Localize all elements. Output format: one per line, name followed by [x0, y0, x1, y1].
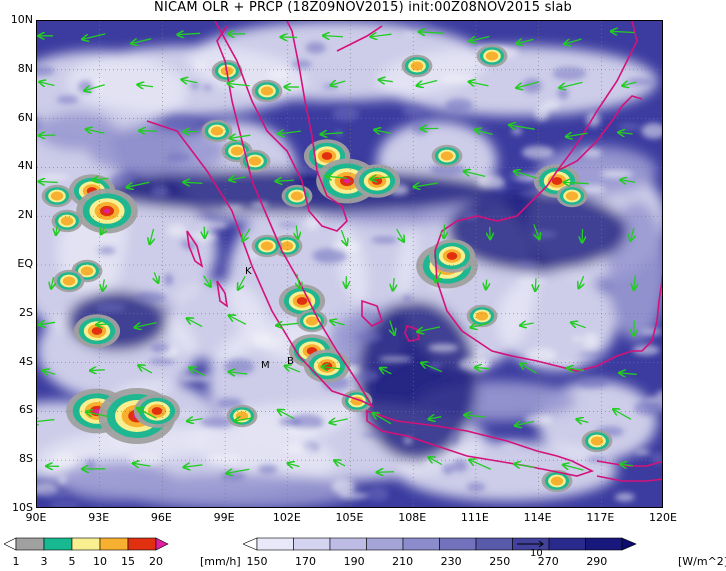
- lat-label: 2N: [17, 208, 33, 222]
- lon-label: 111E: [460, 511, 489, 524]
- olr-tick-label: 290: [586, 555, 608, 568]
- place-label-m: M: [261, 360, 270, 371]
- malay-coast: [214, 21, 348, 232]
- olr-tick-label: 250: [489, 555, 511, 568]
- lat-label: 2S: [19, 305, 33, 319]
- lon-label: 108E: [398, 511, 427, 524]
- nias-island: [216, 280, 229, 308]
- lon-label: 117E: [586, 511, 615, 524]
- olr-tick-label: 150: [246, 555, 268, 568]
- wind-vectors: [37, 31, 637, 473]
- chart-title: NICAM OLR + PRCP (18Z09NOV2015) init:00Z…: [154, 0, 572, 15]
- olr-tick-label: 170: [295, 555, 317, 568]
- lon-label: 99E: [213, 511, 235, 524]
- precip-tick-label: 5: [68, 555, 76, 568]
- olr-tick-label: 270: [537, 555, 559, 568]
- lat-label: 8N: [17, 61, 33, 75]
- place-label-k: K: [245, 266, 252, 277]
- vector-reference-arrow: [517, 540, 544, 548]
- lat-label: 6S: [19, 403, 33, 417]
- place-label-b: B: [287, 356, 294, 367]
- lat-label: 6N: [17, 110, 33, 124]
- lat-label: 10S: [12, 501, 33, 514]
- lon-label: 105E: [335, 511, 364, 524]
- lat-label: 4N: [17, 159, 33, 173]
- olr-tick-label: 210: [392, 555, 414, 568]
- bali-coast: [596, 460, 662, 482]
- lon-label: 96E: [150, 511, 172, 524]
- lon-label: 120E: [649, 511, 677, 524]
- precip-unit: [mm/h]: [200, 555, 241, 568]
- precip-tick-label: 20: [149, 555, 163, 568]
- olr-tick-label: 230: [440, 555, 462, 568]
- precip-tick-label: 10: [93, 555, 107, 568]
- map-canvas: K M B: [37, 21, 662, 507]
- borneo-north: [556, 95, 643, 172]
- lat-label: 4S: [19, 354, 33, 368]
- precip-tick-label: 15: [121, 555, 135, 568]
- olr-tick-label: 190: [343, 555, 365, 568]
- lat-label: EQ: [17, 257, 33, 270]
- belitung-coast: [404, 325, 420, 342]
- java-coast: [366, 409, 595, 477]
- precip-tick-label: 1: [12, 555, 20, 568]
- precip-tick-label: 3: [40, 555, 48, 568]
- olr-unit: [W/m^2]: [678, 555, 726, 568]
- lon-label: 93E: [88, 511, 110, 524]
- lat-lon-grid: [37, 21, 662, 507]
- lat-label: 8S: [19, 452, 33, 466]
- lon-label: 102E: [272, 511, 301, 524]
- west-island: [186, 230, 204, 268]
- lat-label: 10N: [10, 13, 33, 26]
- precip-colorbar: [4, 537, 169, 551]
- vector-reference-label: 10: [530, 548, 543, 559]
- lon-label: 114E: [523, 511, 552, 524]
- lon-label: 90E: [25, 511, 47, 524]
- bangka-coast: [361, 299, 383, 327]
- map-panel: K M B: [36, 20, 663, 508]
- olr-colorbar: [243, 537, 637, 551]
